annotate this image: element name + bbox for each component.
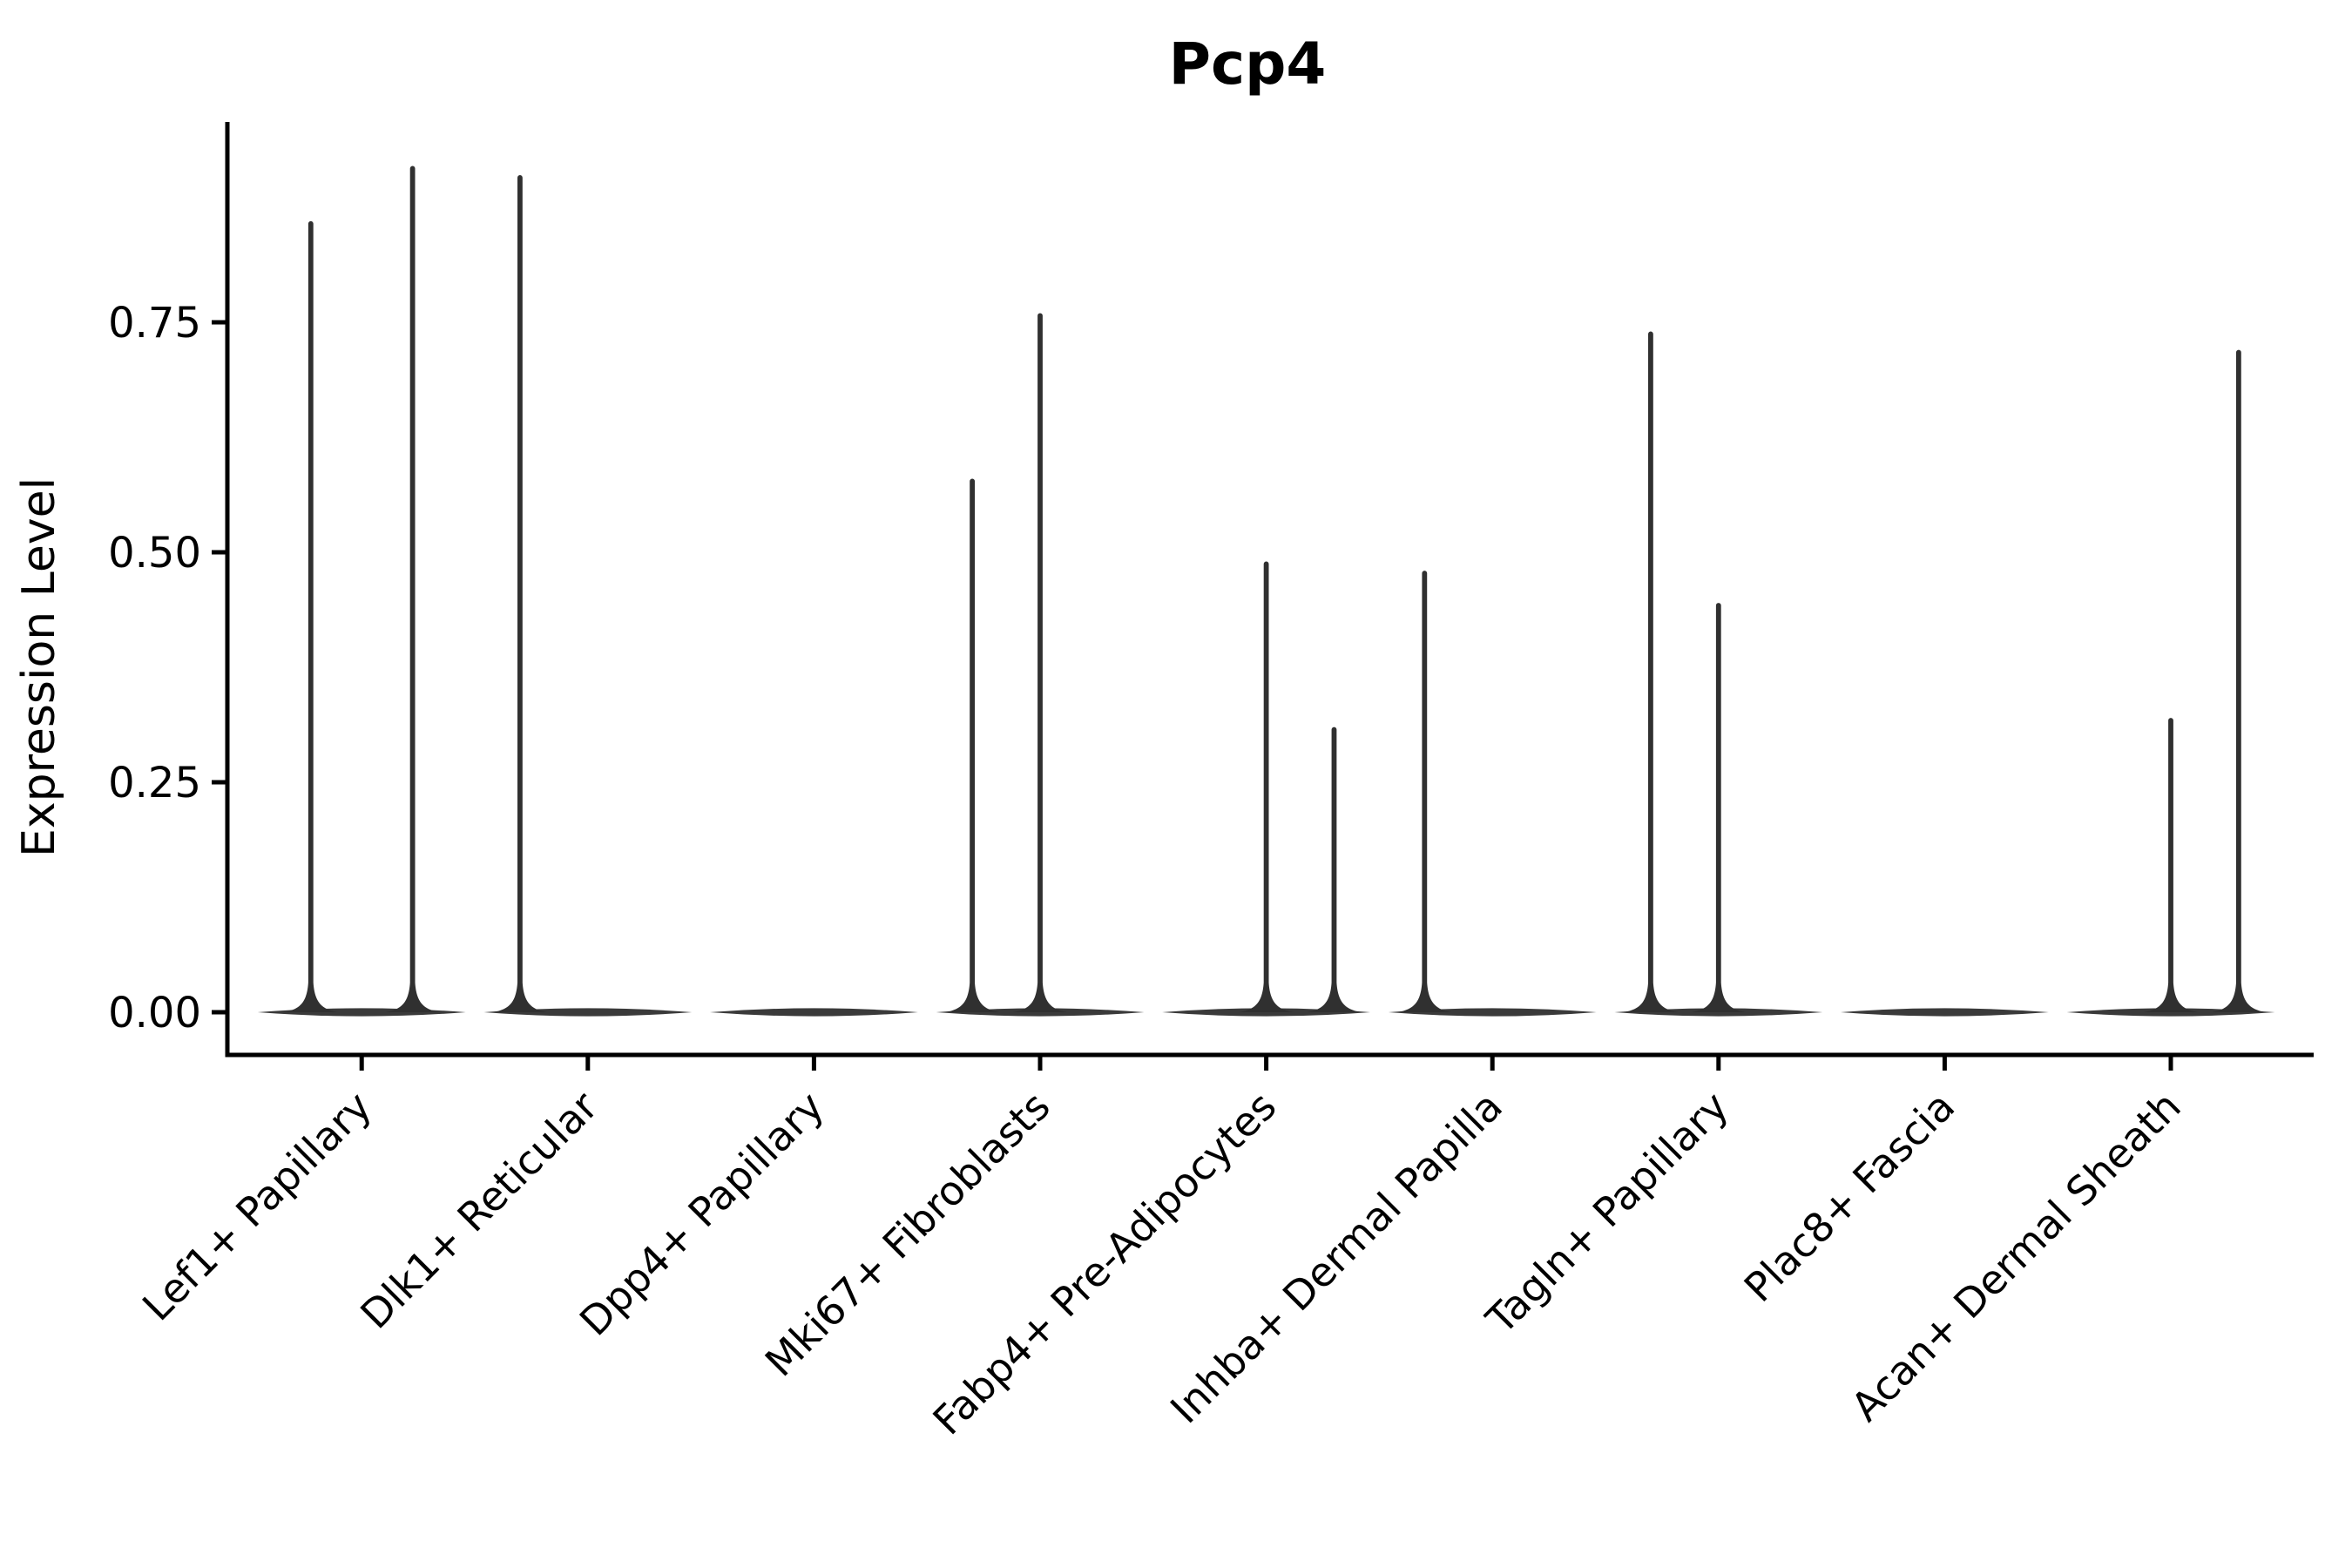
x-tick-label: Plac8+ Fascia [1735,1083,1963,1311]
violin-spike [385,166,440,1013]
x-tick-label: Tagln+ Papillary [1477,1083,1738,1344]
violin-group [1614,331,1823,1017]
violin-group [709,1008,918,1017]
violin-base [1840,1008,2049,1017]
violin-spike [1307,727,1362,1012]
violin-spike [283,220,338,1013]
violin-group [1388,571,1597,1017]
violin-spike [1239,561,1294,1012]
violin-layer [257,166,2275,1017]
violin-base [709,1008,918,1017]
violin-group [257,166,466,1017]
y-tick-label: 0.75 [108,299,201,348]
violin-spike [492,175,547,1013]
violin-spike [1397,571,1452,1012]
y-tick-label: 0.00 [108,989,201,1037]
violin-spike [2144,718,2198,1012]
violin-group [483,175,693,1017]
violin-spike [1013,313,1067,1013]
violin-spike [2211,349,2266,1012]
violin-group [936,313,1145,1017]
violin-spike [1691,603,1746,1012]
x-tick-label: Lef1+ Papillary [133,1083,381,1330]
x-tick-label: Dlk1+ Reticular [351,1083,606,1338]
violin-group [1162,561,1371,1017]
y-axis-label: Expression Level [13,477,65,857]
violin-group [1840,1008,2049,1017]
x-tick-label: Dpp4+ Papillary [571,1083,833,1345]
y-tick-label: 0.50 [108,529,201,578]
violin-group [2066,349,2275,1017]
axes-layer [212,122,2314,1071]
violin-spike [1623,331,1678,1013]
violin-spike [945,478,1000,1012]
y-tick-label: 0.25 [108,759,201,808]
chart-title: Pcp4 [1169,30,1327,98]
